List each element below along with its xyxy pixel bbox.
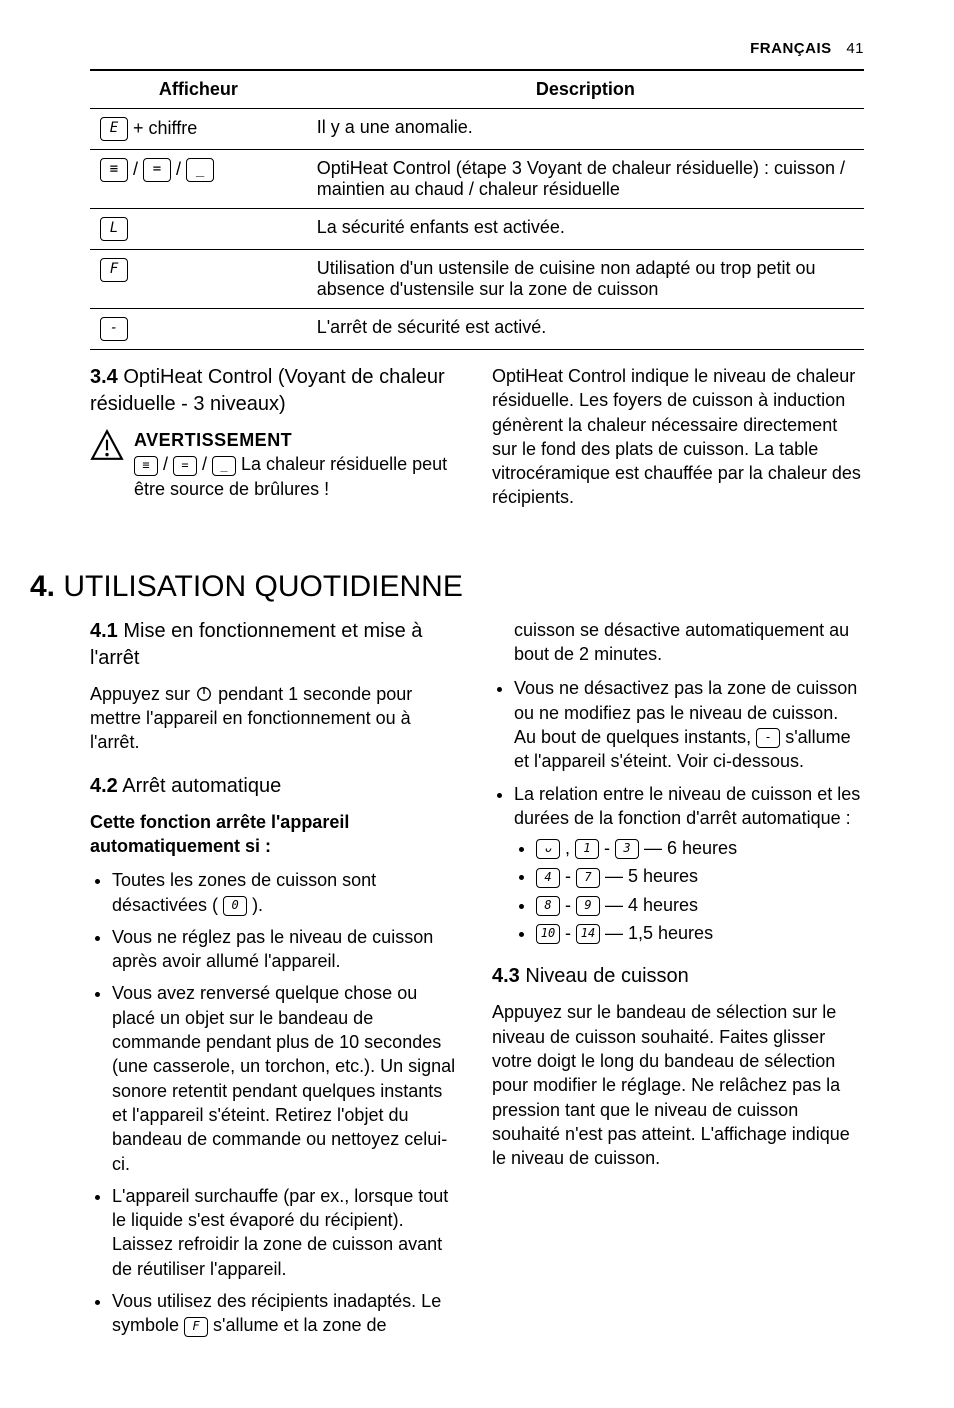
b7-lead: La relation entre le niveau de cuisson e… xyxy=(514,784,860,828)
section-4-1-heading: 4.1 Mise en fonctionnement et mise à l'a… xyxy=(90,618,462,672)
section-4-3-paragraph: Appuyez sur le bandeau de sélection sur … xyxy=(492,1000,864,1170)
section-4-3-title: Niveau de cuisson xyxy=(525,965,688,987)
cell-afficheur: L xyxy=(90,209,307,250)
table-row: F Utilisation d'un ustensile de cuisine n… xyxy=(90,250,864,309)
section-4-2-list-left: Toutes les zones de cuisson sont désacti… xyxy=(90,868,462,1337)
glyph-icon: 4 xyxy=(536,868,560,888)
chapter-4-number: 4. xyxy=(30,570,55,603)
header-page-number: 41 xyxy=(846,40,864,57)
cell-description: Il y a une anomalie. xyxy=(307,109,864,150)
header-language: FRANÇAIS xyxy=(750,40,832,57)
section-4-2-title: Arrêt automatique xyxy=(122,775,281,797)
chapter-4-title: UTILISATION QUOTIDIENNE xyxy=(63,570,462,603)
warning-block: AVERTISSEMENT ≡ / = / _ La chaleur résid… xyxy=(90,428,462,501)
section-4-3-heading: 4.3 Niveau de cuisson xyxy=(492,963,864,990)
table-row: E + chiffreIl y a une anomalie. xyxy=(90,109,864,150)
list-item: La relation entre le niveau de cuisson e… xyxy=(514,782,864,946)
list-item: L'appareil surchauffe (par ex., lorsque … xyxy=(112,1184,462,1281)
page-header: FRANÇAIS 41 xyxy=(90,40,864,57)
cell-description: La sécurité enfants est activée. xyxy=(307,209,864,250)
table-row: - L'arrêt de sécurité est activé. xyxy=(90,309,864,350)
list-item: 4 - 7 — 5 heures xyxy=(536,864,864,888)
warning-text: AVERTISSEMENT ≡ / = / _ La chaleur résid… xyxy=(134,428,462,501)
chapter-4-columns: 4.1 Mise en fonctionnement et mise à l'a… xyxy=(90,618,864,1348)
section-3-4-number: 3.4 xyxy=(90,366,118,388)
s41-text-before: Appuyez sur xyxy=(90,684,195,704)
glyph-icon: 1 xyxy=(575,839,599,859)
cell-description: OptiHeat Control (étape 3 Voyant de chal… xyxy=(307,150,864,209)
durations-list: ᴗ , 1 - 3 — 6 heures 4 - 7 — 5 heures 8 - … xyxy=(514,836,864,945)
section-3-4-paragraph: OptiHeat Control indique le niveau de ch… xyxy=(492,364,864,510)
glyph-f-icon: F xyxy=(184,1317,208,1337)
table-col-description: Description xyxy=(307,70,864,109)
glyph-icon: = xyxy=(173,456,197,476)
list-item: Vous ne réglez pas le niveau de cuisson … xyxy=(112,925,462,974)
list-item: 10 - 14 — 1,5 heures xyxy=(536,921,864,945)
glyph-icon: 14 xyxy=(576,924,600,944)
cell-afficheur: - xyxy=(90,309,307,350)
section-4-2-lead: Cette fonction arrête l'appareil automat… xyxy=(90,810,462,859)
b1-after: ). xyxy=(247,895,263,915)
warning-icon xyxy=(90,428,124,501)
cell-afficheur: F xyxy=(90,250,307,309)
section-4-3-number: 4.3 xyxy=(492,965,520,987)
glyph-icon: 8 xyxy=(536,896,560,916)
list-item: Vous avez renversé quelque chose ou plac… xyxy=(112,981,462,1175)
list-item: Vous utilisez des récipients inadaptés. … xyxy=(112,1289,462,1338)
glyph-icon: E xyxy=(100,117,128,141)
glyph-icon: ≡ xyxy=(100,158,128,182)
section-4-2-list-right: Vous ne désactivez pas la zone de cuisso… xyxy=(492,676,864,945)
glyph-icon: _ xyxy=(212,456,236,476)
section-3-4-left: 3.4 OptiHeat Control (Voyant de chaleur … xyxy=(90,364,462,520)
section-4-2-heading: 4.2 Arrêt automatique xyxy=(90,773,462,800)
chapter-4-left: 4.1 Mise en fonctionnement et mise à l'a… xyxy=(90,618,462,1348)
cell-afficheur: ≡ / = / _ xyxy=(90,150,307,209)
section-3-4-heading: 3.4 OptiHeat Control (Voyant de chaleur … xyxy=(90,364,462,418)
page: FRANÇAIS 41 Afficheur Description E + ch… xyxy=(0,0,954,1408)
section-4-1-title: Mise en fonctionnement et mise à l'arrêt xyxy=(90,620,422,669)
glyph-icon: ≡ xyxy=(134,456,158,476)
glyph-zero-icon: 0 xyxy=(223,896,247,916)
list-item: ᴗ , 1 - 3 — 6 heures xyxy=(536,836,864,860)
glyph-dash-icon: - xyxy=(756,728,780,748)
table-row: ≡ / = / _OptiHeat Control (étape 3 Voyan… xyxy=(90,150,864,209)
warning-title: AVERTISSEMENT xyxy=(134,428,462,452)
b5-after: s'allume et la zone de xyxy=(208,1315,387,1335)
warning-body: ≡ / = / _ La chaleur résiduelle peut êtr… xyxy=(134,452,462,501)
list-item: 8 - 9 — 4 heures xyxy=(536,893,864,917)
cell-afficheur: E + chiffre xyxy=(90,109,307,150)
glyph-icon: F xyxy=(100,258,128,282)
table-col-afficheur: Afficheur xyxy=(90,70,307,109)
glyph-icon: 7 xyxy=(576,868,600,888)
glyph-icon: 3 xyxy=(615,839,639,859)
display-table: Afficheur Description E + chiffreIl y a … xyxy=(90,69,864,350)
section-3-4-title: OptiHeat Control (Voyant de chaleur rési… xyxy=(90,366,445,415)
chapter-4-heading: 4. UTILISATION QUOTIDIENNE xyxy=(30,570,864,604)
section-4-1-paragraph: Appuyez sur pendant 1 seconde pour mettr… xyxy=(90,682,462,755)
list-item: Toutes les zones de cuisson sont désacti… xyxy=(112,868,462,917)
glyph-icon: _ xyxy=(186,158,214,182)
cell-description: Utilisation d'un ustensile de cuisine no… xyxy=(307,250,864,309)
glyph-icon: 9 xyxy=(576,896,600,916)
glyph-icon: - xyxy=(100,317,128,341)
power-icon xyxy=(195,684,213,704)
glyph-icon: L xyxy=(100,217,128,241)
table-row: L La sécurité enfants est activée. xyxy=(90,209,864,250)
glyph-icon: 10 xyxy=(536,924,560,944)
b5-continuation: cuisson se désactive automatiquement au … xyxy=(492,618,864,667)
glyph-icon: = xyxy=(143,158,171,182)
list-item: Vous ne désactivez pas la zone de cuisso… xyxy=(514,676,864,773)
section-4-2-number: 4.2 xyxy=(90,775,118,797)
glyph-icon: ᴗ xyxy=(536,839,560,859)
cell-description: L'arrêt de sécurité est activé. xyxy=(307,309,864,350)
section-3-4-right: OptiHeat Control indique le niveau de ch… xyxy=(492,364,864,520)
section-4-1-number: 4.1 xyxy=(90,620,118,642)
chapter-4-right: cuisson se désactive automatiquement au … xyxy=(492,618,864,1348)
section-3-4-row: 3.4 OptiHeat Control (Voyant de chaleur … xyxy=(90,364,864,520)
